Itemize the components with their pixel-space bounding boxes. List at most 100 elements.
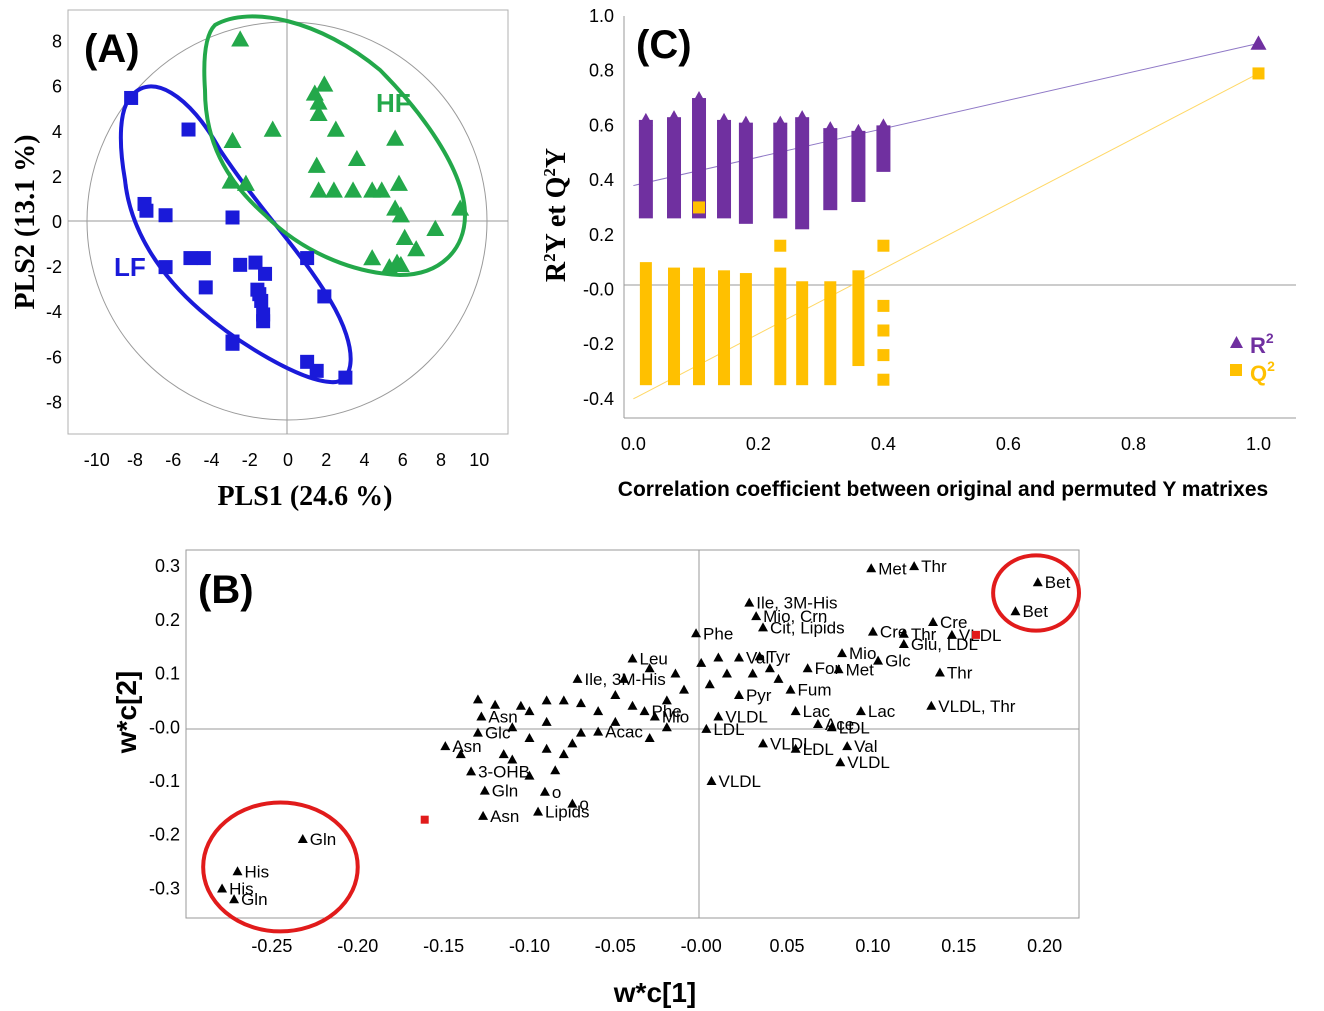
loading-label: LDL [839,718,870,737]
panel-b-frame [185,549,1080,919]
panel-c-tag: (C) [636,23,692,67]
loading-point [618,673,629,683]
lf-point [254,293,269,308]
y-tick-label: 0.1 [155,664,180,684]
loading-label: Cre [940,613,967,632]
r2-point [851,123,866,137]
hf-point [315,75,334,92]
loading-point [541,695,552,705]
highlight-ellipse [991,553,1081,633]
loading-point [644,733,655,743]
loading-label: Cit, Lipids [770,618,845,637]
loading-point [476,711,487,721]
loading-label: 3-OHB [478,762,530,781]
q2-permutation-column [824,281,837,386]
loading-point [713,711,724,721]
q2-point [877,324,890,337]
r2-point [773,115,788,129]
loading-label: o [552,783,561,802]
lf-point [198,280,213,295]
lf-point [183,251,198,266]
x-tick-label: -8 [127,450,143,470]
hf-point [451,199,470,216]
hf-point [263,120,282,137]
hf-point [324,181,343,198]
loading-point [524,770,535,780]
loading-point [826,722,837,732]
loading-point [472,694,483,704]
r2-point [876,118,891,131]
hf-point [380,258,399,275]
r2-point [638,112,653,126]
q2-permutation-column [639,262,652,386]
q2-point [774,239,787,252]
lf-point [300,354,315,369]
r2-regression-line [633,42,1259,187]
loading-point [610,716,621,726]
panel-c-x-axis-label: Correlation coefficient between original… [618,478,1268,501]
r2-permutation-column [795,117,810,230]
r2-point [1250,35,1267,50]
hf-point [426,219,445,236]
loading-point [610,690,621,700]
loading-label: Thr [947,663,973,682]
loading-point [758,622,769,632]
q2-permutation-column [774,267,787,386]
loading-point [297,834,308,844]
panel-b-y-axis-label: w*c[2] [111,671,142,754]
loading-point [696,657,707,667]
loading-point [498,749,509,759]
loading-point [593,706,604,716]
r2-permutation-column [692,98,707,219]
loading-point [524,733,535,743]
loading-point [649,711,660,721]
y-tick-label: -0.0 [149,717,180,737]
r2-permutation-column [851,130,866,202]
loading-label: Mio [662,708,689,727]
panel-c: 0.0 0.2 0.4 0.6 0.8 1.0 1.0 0.8 0.6 0.4 0.2 -0.0 -0.… [540,6,1296,501]
hf-point [407,240,426,257]
q2-point [693,201,706,214]
panel-c-legend: R2 Q2 [1230,330,1275,386]
x-tick-label: 8 [436,450,446,470]
loading-point [706,776,717,786]
y-tick-label: 1.0 [589,6,614,26]
hf-point [221,172,240,189]
loading-point [217,883,228,893]
hf-point [344,181,363,198]
lf-point [158,208,173,223]
loading-point [661,695,672,705]
hf-point [326,120,345,137]
loading-label: Lac [868,702,896,721]
panel-c-ticks: 0.0 0.2 0.4 0.6 0.8 1.0 1.0 0.8 0.6 0.4 0.2 -0.0 -0.… [583,6,1271,454]
y-tick-label: 4 [52,122,62,142]
loading-label: Asn [488,708,517,727]
lf-point [139,203,154,218]
loading-point [754,651,765,661]
panel-c-points [638,35,1267,386]
x-tick-label: -4 [203,450,219,470]
loading-label: Acac [605,723,643,742]
loading-point [747,668,758,678]
loading-label: LDL [803,740,834,759]
loading-label: Glu, LDL [911,635,978,654]
loading-label: VLDL, Thr [938,697,1016,716]
panel-c-y-axis-label: R2Y et Q2Y [540,148,572,282]
loading-label: Met [878,559,907,578]
loading-label: His [229,879,254,898]
q2-permutation-column [718,270,731,386]
lf-point [181,122,196,137]
lf-point [196,251,211,266]
loading-point [1032,577,1043,587]
loading-label: Mio, Crn [763,607,827,626]
hf-point [236,174,255,191]
r2-permutation-column [738,122,753,224]
panel-b-tag: (B) [198,568,254,612]
q2-permutation-column [693,267,706,386]
panel-b-highlight-ellipses [201,553,1081,934]
hf-point [309,181,328,198]
loading-label: Val [854,737,877,756]
x-tick-label: 0.4 [871,434,896,454]
